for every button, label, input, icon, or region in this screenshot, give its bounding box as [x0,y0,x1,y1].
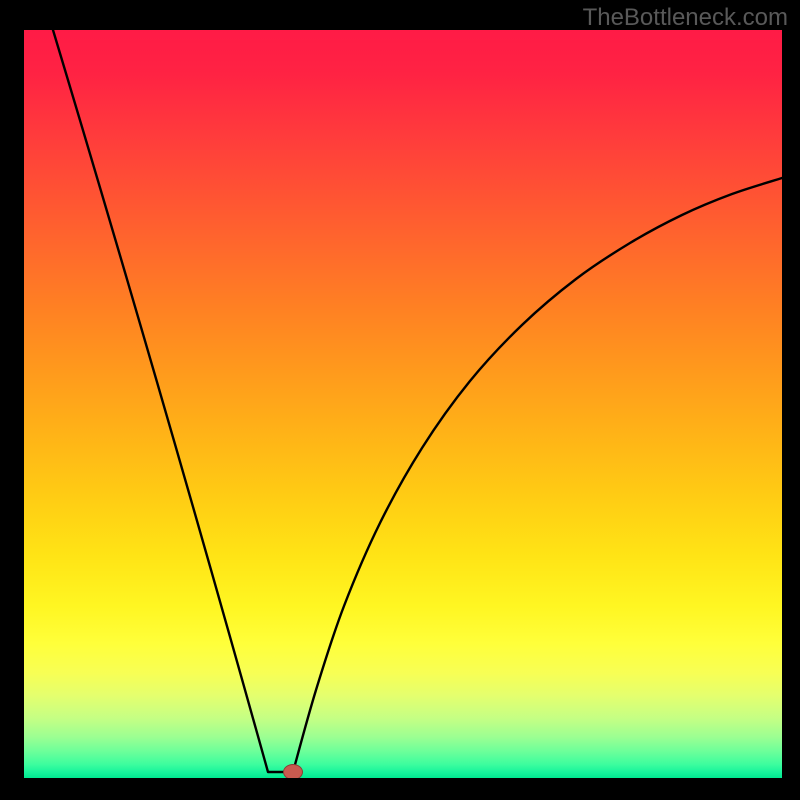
plot-area [24,30,782,778]
optimal-point-marker [283,764,303,778]
watermark-text: TheBottleneck.com [583,4,788,32]
chart-container: TheBottleneck.com [0,0,800,800]
bottleneck-curve [24,30,782,778]
